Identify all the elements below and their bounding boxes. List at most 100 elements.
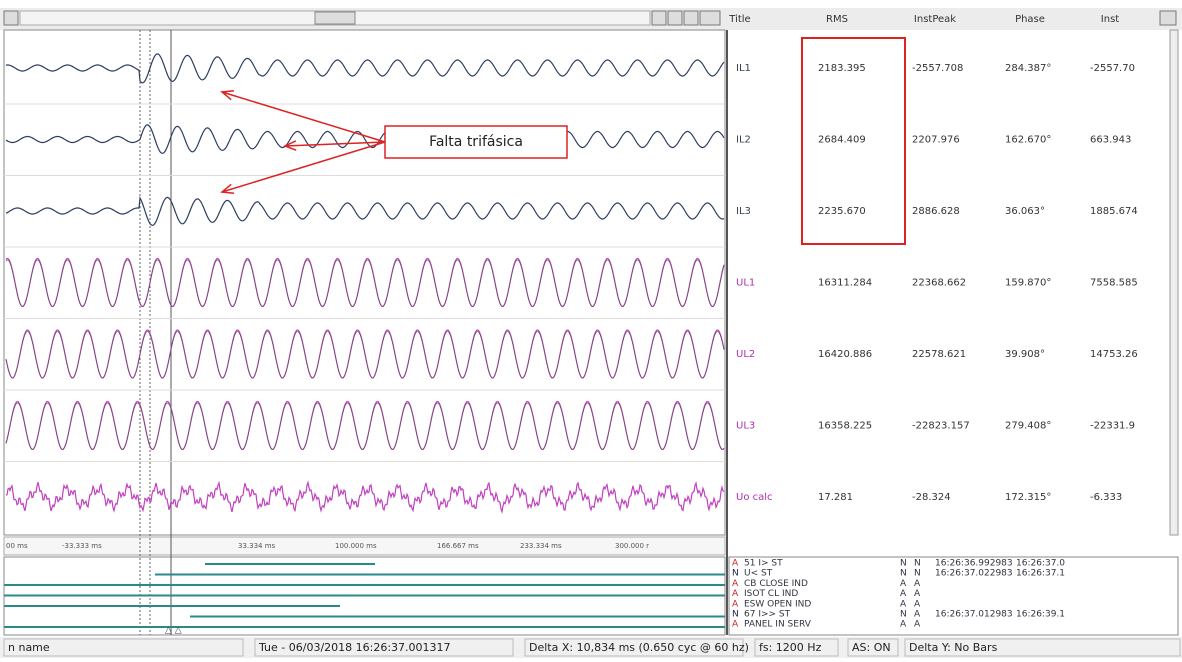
waveform [5,258,725,307]
status-text: n name [8,641,50,654]
digital-s1: A [900,579,907,589]
digital-name: ISOT CL IND [744,589,798,599]
channel-value: 279.408° [1005,421,1051,432]
digital-s1: A [900,589,907,599]
channel-value: 162.670° [1005,135,1051,146]
digital-t2: 16:26:39.1 [1016,610,1065,620]
zoom-button[interactable] [683,10,699,26]
status-text: Delta X: 10,834 ms (0.650 cyc @ 60 hz) [529,641,749,654]
digital-t1: 16:26:37.012983 [935,610,1013,620]
channel-title: IL2 [736,135,751,146]
channel-value: 36.063° [1005,206,1045,217]
digital-t1: 16:26:36.992983 [935,559,1013,569]
channel-value: -2557.708 [912,63,963,74]
arrow-head [220,183,235,194]
time-label: 100.000 ms [335,542,377,550]
arrow [284,141,386,147]
time-label: 233.334 ms [520,542,562,550]
digital-flag: N [732,610,739,620]
digital-flag: A [732,579,739,589]
status-field [847,638,899,657]
status-field [254,638,514,657]
digital-list [728,556,1179,636]
table-scrollbar[interactable] [1169,29,1179,536]
channel-value: -28.324 [912,492,951,503]
scroll-right[interactable] [651,10,667,26]
channel-title: IL1 [736,63,751,74]
annotation-box [384,125,568,159]
digital-s1: A [900,599,907,609]
time-label: 00 ms [6,542,28,550]
digital-s2: A [914,579,921,589]
column-header[interactable]: InstPeak [914,14,956,25]
zoom-button[interactable] [667,10,683,26]
zoom-button[interactable] [699,10,721,26]
digital-s2: A [914,589,921,599]
channel-title: IL3 [736,206,751,217]
digital-name: CB CLOSE IND [744,579,808,589]
channel-value: -22823.157 [912,421,970,432]
channel-value: 663.943 [1090,135,1131,146]
column-header[interactable]: Phase [1015,14,1045,25]
column-header[interactable]: Inst [1101,14,1119,25]
digital-s1: N [900,559,907,569]
channel-value: 2183.395 [818,63,866,74]
channel-value: 7558.585 [1090,278,1138,289]
channel-value: -6.333 [1090,492,1122,503]
trigger-marker: △ △ [165,626,182,636]
arrow [221,91,386,143]
channel-value: 2207.976 [912,135,960,146]
waveform [5,480,725,514]
channel-value: 172.315° [1005,492,1051,503]
status-field [754,638,839,657]
digital-flag: A [732,599,739,609]
channel-title: UL3 [736,421,755,432]
time-label: 33.334 ms [238,542,276,550]
channel-value: -22331.9 [1090,421,1135,432]
channel-title: UL2 [736,349,755,360]
channel-value: 14753.26 [1090,349,1138,360]
time-label: 300.000 r [615,542,649,550]
channel-value: 284.387° [1005,63,1051,74]
digital-s1: N [900,610,907,620]
channel-value: 159.870° [1005,278,1051,289]
digital-t2: 16:26:37.0 [1016,559,1065,569]
channel-value: 1885.674 [1090,206,1138,217]
annotation: Falta trifásica [429,134,523,150]
channel-value: 16358.225 [818,421,872,432]
channel-title: Uo calc [736,492,773,503]
digital-flag: A [732,589,739,599]
digital-s2: A [914,620,921,630]
digital-t2: 16:26:37.1 [1016,569,1065,579]
channel-value: 39.908° [1005,349,1045,360]
digital-name: PANEL IN SERV [744,620,812,630]
waveform [5,124,725,154]
waveform-panel [3,29,726,536]
column-header[interactable]: RMS [826,14,848,25]
channel-value: 22578.621 [912,349,966,360]
scroll-left[interactable] [3,10,19,26]
table-scroll[interactable] [1159,10,1177,26]
digital-s1: N [900,569,907,579]
digital-name: 67 I>> ST [744,610,791,620]
digital-name: 51 I> ST [744,559,783,569]
status-field [524,638,744,657]
channel-value: 22368.662 [912,278,966,289]
status-text: AS: ON [852,641,891,654]
digital-name: U< ST [744,569,773,579]
time-label: -33.333 ms [62,542,102,550]
channel-title: UL1 [736,278,755,289]
status-text: Delta Y: No Bars [909,641,998,654]
channel-value: 16311.284 [818,278,872,289]
channel-value: 17.281 [818,492,853,503]
time-label: 166.667 ms [437,542,479,550]
digital-s2: N [914,559,921,569]
digital-flag: A [732,559,739,569]
column-header[interactable]: Title [728,14,750,25]
digital-s1: A [900,620,907,630]
waveform [5,53,725,84]
digital-name: ESW OPEN IND [744,599,811,609]
digital-t1: 16:26:37.022983 [935,569,1013,579]
scroll-thumb[interactable] [314,11,356,25]
